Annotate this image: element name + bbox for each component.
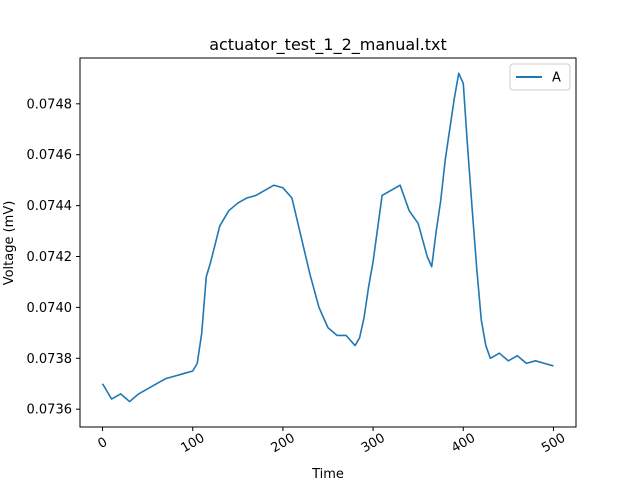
x-axis: 0 100 200 300 400 500 (95, 427, 568, 456)
x-tick-label: 400 (449, 431, 478, 456)
legend-label: A (552, 71, 561, 86)
x-tick-label: 200 (269, 431, 298, 456)
chart-title: actuator_test_1_2_manual.txt (209, 35, 447, 55)
x-tick-label: 100 (178, 431, 207, 456)
y-tick-label: 0.0736 (27, 403, 73, 418)
plot-frame (79, 57, 577, 428)
legend: A (509, 63, 571, 91)
y-tick-label: 0.0744 (27, 199, 73, 214)
y-axis: 0.0736 0.0738 0.0740 0.0742 0.0744 0.0746 0.07… (27, 97, 80, 418)
x-tick-label: 500 (539, 431, 568, 456)
y-tick-label: 0.0738 (27, 352, 73, 367)
y-tick-label: 0.0748 (27, 97, 73, 112)
x-tick-label: 300 (359, 431, 388, 456)
x-tick-label: 0 (95, 435, 110, 452)
x-axis-label: Time (311, 467, 344, 480)
series-line-A (101, 72, 554, 403)
y-tick-label: 0.0740 (27, 301, 73, 316)
y-tick-label: 0.0746 (27, 148, 73, 163)
y-axis-label: Voltage (mV) (2, 201, 17, 286)
y-tick-label: 0.0742 (27, 250, 73, 265)
plot-area (101, 72, 554, 403)
